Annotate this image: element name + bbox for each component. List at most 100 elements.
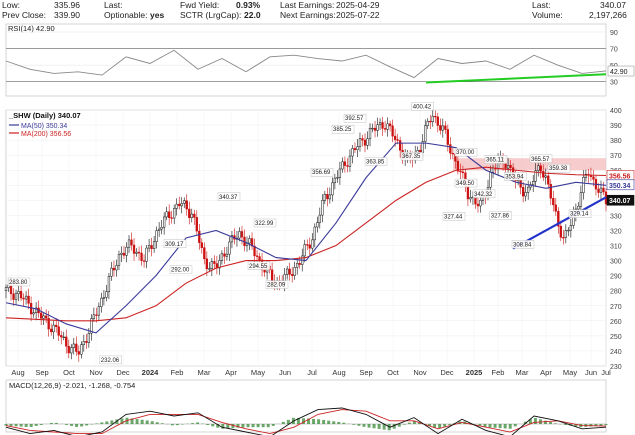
x-axis-label: Sep (35, 368, 48, 377)
price-candle (270, 269, 274, 282)
price-candle (97, 306, 101, 316)
price-tick-label: 380 (610, 138, 622, 145)
macd-histogram-bar (377, 424, 381, 429)
macd-histogram-bar (503, 424, 507, 429)
macd-histogram-bar (85, 424, 89, 426)
price-candle (77, 351, 80, 355)
macd-histogram-bar (428, 424, 432, 426)
price-candle (60, 335, 63, 338)
price-candle (391, 125, 394, 137)
fwd-yield-label: Fwd Yield: (180, 0, 220, 10)
price-candle (185, 200, 188, 210)
price-candle (188, 208, 191, 219)
x-axis-label: Nov (89, 368, 103, 377)
macd-histogram-bar (382, 424, 386, 430)
x-axis-label: May (251, 368, 265, 377)
price-candle (291, 274, 294, 276)
price-candle (127, 239, 131, 248)
price-candle (557, 210, 560, 227)
x-axis-label: Sep (359, 368, 372, 377)
price-annotation: 359.38 (549, 166, 568, 172)
price-candle (361, 138, 364, 141)
price-candle (193, 213, 196, 218)
last-earnings-label: Last Earnings: (280, 0, 335, 10)
x-axis-label: Feb (171, 368, 184, 377)
price-candle (115, 265, 118, 271)
price-candle (155, 230, 158, 242)
price-annotation: 356.69 (312, 170, 331, 176)
low-label: Low: (2, 0, 20, 10)
price-candle (599, 187, 603, 193)
price-candle (313, 226, 316, 241)
price-annotation: 309.17 (165, 242, 184, 248)
macd-histogram-bar (241, 424, 245, 428)
price-candle (333, 177, 337, 184)
price-annotation: 327.86 (491, 214, 510, 220)
price-annotation-box (568, 209, 592, 218)
price-candle (376, 124, 379, 131)
macd-histogram-bar (110, 420, 114, 424)
price-candle (168, 211, 171, 218)
price-annotation: 367.35 (402, 154, 421, 160)
macd-histogram-bar (392, 424, 396, 429)
price-candle (80, 344, 83, 355)
x-axis-label: May (563, 368, 577, 377)
volume-value: 2,197,266 (589, 10, 627, 20)
price-candle (105, 291, 108, 298)
price-candle (223, 253, 226, 257)
price-candle (67, 345, 70, 354)
price-candle (9, 284, 13, 295)
price-candle (17, 291, 20, 294)
x-axis-label: Dec (116, 368, 130, 377)
price-candle (441, 125, 444, 131)
price-annotation: 282.09 (267, 283, 286, 289)
price-tick-label: 260 (610, 319, 622, 326)
price-candle (208, 268, 211, 270)
volume-label: Volume: (532, 10, 563, 20)
price-candle (248, 238, 251, 244)
price-right-label-box (606, 194, 635, 206)
price-candle (466, 185, 470, 200)
price-tick-label: 290 (610, 274, 622, 281)
price-candle (140, 252, 143, 261)
rsi-green-trendline (425, 73, 607, 84)
macd-histogram-bar (564, 424, 568, 426)
price-candle (431, 115, 434, 122)
price-candle (398, 140, 402, 151)
price-candle (569, 225, 573, 231)
macd-histogram-bar (216, 424, 220, 428)
price-candle (205, 258, 208, 270)
price-annotation-box (253, 218, 277, 228)
price-candle (112, 267, 116, 271)
macd-histogram-bar (251, 424, 255, 428)
price-tick-label: 240 (610, 349, 622, 356)
price-candle (459, 170, 462, 173)
price-candle (434, 115, 437, 118)
macd-histogram-bar (256, 424, 260, 428)
price-candle (198, 230, 201, 243)
price-candle (47, 318, 50, 330)
price-candle (549, 183, 552, 199)
price-candle (469, 197, 472, 200)
sctr-label: SCTR (LrgCap): (180, 10, 242, 20)
price-candle (564, 230, 567, 238)
price-candle (552, 198, 555, 206)
price-candle (567, 229, 570, 232)
price-candle (446, 129, 449, 145)
fwd-yield-value: 0.93% (236, 0, 261, 10)
macd-histogram-bar (604, 424, 608, 426)
price-candle (522, 187, 525, 197)
price-candle (348, 155, 352, 167)
price-candle (577, 205, 580, 210)
price-candle (12, 293, 15, 300)
price-candle (449, 144, 452, 154)
price-candle (122, 252, 126, 256)
price-candle (117, 254, 121, 266)
price-candle (39, 312, 43, 319)
price-candle (137, 251, 141, 254)
price-candle (296, 263, 299, 268)
macd-histogram-bar (312, 418, 316, 424)
price-candle (175, 203, 178, 209)
price-candle (532, 181, 535, 185)
